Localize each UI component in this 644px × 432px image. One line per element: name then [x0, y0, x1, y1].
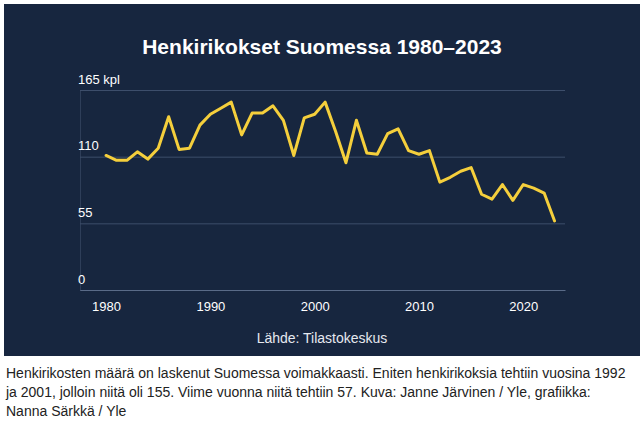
x-tick: 2000	[301, 290, 330, 314]
grid-line	[80, 223, 565, 224]
data-line	[106, 102, 554, 221]
marks	[106, 102, 554, 221]
x-tick-label: 1990	[196, 299, 225, 314]
plot: 0 55 110 165 kpl 1980 1990 2000 2010 2020	[78, 72, 566, 315]
grid-line	[80, 90, 565, 91]
y-tick-label: 55	[78, 205, 92, 220]
y-tick: 165 kpl	[78, 72, 565, 91]
x-tick: 2020	[509, 290, 538, 314]
y-tick-label: 110	[78, 138, 99, 153]
x-tick: 1990	[196, 290, 225, 314]
x-tick-label: 2000	[301, 299, 330, 314]
y-tick-label: 165 kpl	[78, 72, 120, 87]
x-tick-label: 2010	[405, 299, 434, 314]
x-tick-label: 1980	[92, 299, 121, 314]
panel-background	[4, 4, 640, 356]
y-tick-label: 0	[78, 272, 85, 287]
y-tick: 0	[78, 272, 565, 291]
y-tick: 55	[78, 205, 565, 224]
x-axis-line	[81, 290, 566, 291]
grid-line	[80, 290, 565, 291]
x-axis: 1980 1990 2000 2010 2020	[81, 290, 566, 314]
caption: Henkirikosten määrä on laskenut Suomessa…	[6, 364, 634, 421]
source: Lähde: Tilastokeskus	[257, 330, 388, 346]
x-tick-label: 2020	[509, 299, 538, 314]
y-axis-line	[81, 91, 566, 291]
chart-title: Henkirikokset Suomessa 1980–2023	[142, 35, 502, 58]
y-axis: 0 55 110 165 kpl	[78, 72, 565, 291]
x-tick: 1980	[92, 290, 121, 314]
x-tick: 2010	[405, 290, 434, 314]
grid-line	[80, 157, 565, 158]
